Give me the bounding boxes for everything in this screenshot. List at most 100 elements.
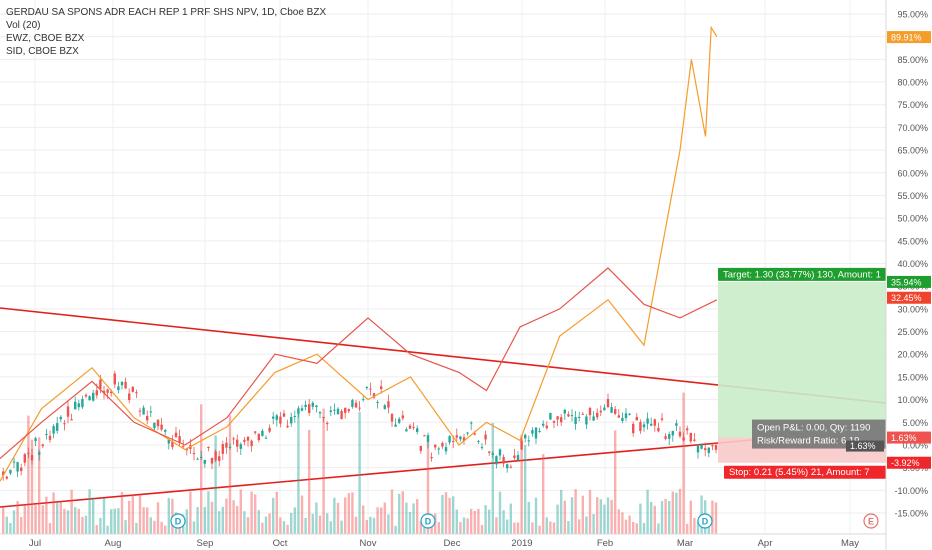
volume-bar	[351, 492, 354, 534]
volume-bar	[462, 517, 466, 534]
candle-body	[639, 422, 642, 431]
candle-body	[59, 416, 62, 420]
volume-bar	[567, 521, 570, 534]
volume-bar	[401, 491, 404, 534]
x-tick-label: Oct	[273, 538, 288, 549]
volume-bar	[524, 444, 527, 534]
volume-bar	[448, 497, 451, 534]
candle-body	[653, 419, 656, 426]
volume-bar	[304, 518, 307, 534]
volume-bar	[596, 497, 599, 534]
ewz-last-value-tag: 32.45%	[891, 293, 922, 303]
target-price-tag-bg	[887, 275, 931, 288]
volume-bar	[117, 508, 120, 534]
candle-body	[585, 416, 588, 425]
candle-body	[344, 407, 347, 413]
volume-bar	[16, 501, 19, 534]
volume-bar	[2, 507, 5, 534]
candle-body	[408, 425, 412, 429]
volume-bar	[538, 525, 541, 534]
y-tick-label: 10.00%	[897, 395, 928, 405]
volume-bar	[300, 495, 304, 534]
volume-bar	[527, 501, 530, 534]
candle-body	[160, 424, 163, 430]
candle-body	[164, 430, 167, 432]
volume-bar	[45, 496, 48, 534]
candle-body	[210, 457, 214, 464]
volume-bar	[336, 502, 340, 534]
candle-body	[621, 417, 624, 421]
candle-body	[131, 386, 134, 392]
candle-body	[74, 401, 77, 410]
candle-body	[527, 440, 530, 442]
candle-body	[322, 416, 325, 418]
chart-title[interactable]: GERDAU SA SPONS ADR EACH REP 1 PRF SHS N…	[6, 7, 327, 18]
y-tick-label: 45.00%	[897, 236, 928, 246]
sid-last-value-tag: 89.91%	[891, 33, 922, 43]
compare-series-ewz[interactable]: EWZ, CBOE BZX	[6, 33, 85, 44]
candle-body	[102, 390, 106, 394]
candle-body	[545, 425, 548, 429]
volume-bar	[509, 503, 512, 534]
volume-indicator-label[interactable]: Vol (20)	[6, 20, 41, 31]
candle-body	[668, 434, 671, 439]
volume-bar	[696, 521, 700, 534]
candle-body	[45, 434, 48, 436]
candle-body	[552, 420, 556, 423]
volume-bar	[268, 513, 271, 534]
candle-body	[9, 469, 12, 474]
volume-bars	[2, 392, 718, 534]
volume-bar	[225, 498, 228, 534]
candle-body	[365, 386, 368, 388]
candle-body	[200, 456, 203, 458]
event-marker-circle	[863, 513, 879, 529]
candles	[2, 370, 718, 481]
candle-body	[686, 428, 689, 431]
candle-body	[153, 422, 156, 429]
volume-bar	[246, 517, 250, 534]
candle-body	[502, 456, 505, 464]
candle-body	[412, 426, 415, 428]
x-axis: Jul Aug Sep Oct Nov Dec 2019 Feb Mar Apr May	[0, 533, 886, 549]
candle-body	[264, 437, 268, 439]
candle-body	[207, 446, 210, 449]
compare-series-sid[interactable]: SID, CBOE BZX	[6, 46, 79, 57]
candle-body	[531, 430, 534, 434]
volume-bar	[70, 489, 73, 534]
volume-bar	[668, 500, 671, 534]
event-marker-d-0: D	[170, 513, 186, 529]
event-marker-text: D	[702, 517, 709, 527]
candle-body	[171, 441, 174, 448]
candle-body	[700, 444, 703, 449]
candle-body	[30, 455, 34, 461]
candle-body	[347, 409, 350, 412]
volume-bar	[110, 509, 113, 534]
candle-body	[221, 444, 224, 454]
candle-body	[711, 445, 714, 447]
candle-body	[272, 416, 275, 419]
candle-body	[77, 403, 80, 408]
candle-body	[41, 444, 44, 447]
volume-bar	[38, 437, 41, 534]
candle-body	[297, 408, 300, 414]
y-tick-label: 70.00%	[897, 123, 928, 133]
candle-body	[225, 442, 228, 448]
candle-body	[603, 407, 606, 411]
volume-bar	[149, 517, 152, 534]
y-tick-label: 25.00%	[897, 327, 928, 337]
risk-reward-label: Risk/Reward Ratio: 6.19	[757, 436, 859, 447]
event-marker-text: D	[175, 517, 182, 527]
candle-body	[318, 412, 322, 414]
volume-bar	[477, 508, 480, 534]
volume-bar	[516, 522, 520, 534]
volume-bar	[639, 503, 642, 534]
volume-bar	[390, 489, 394, 534]
target-label-bg	[718, 267, 886, 281]
candle-body	[574, 417, 577, 424]
volume-bar	[254, 494, 257, 534]
candle-body	[113, 373, 116, 385]
volume-bar	[243, 511, 246, 534]
candle-body	[236, 439, 239, 447]
candle-body	[628, 413, 631, 415]
